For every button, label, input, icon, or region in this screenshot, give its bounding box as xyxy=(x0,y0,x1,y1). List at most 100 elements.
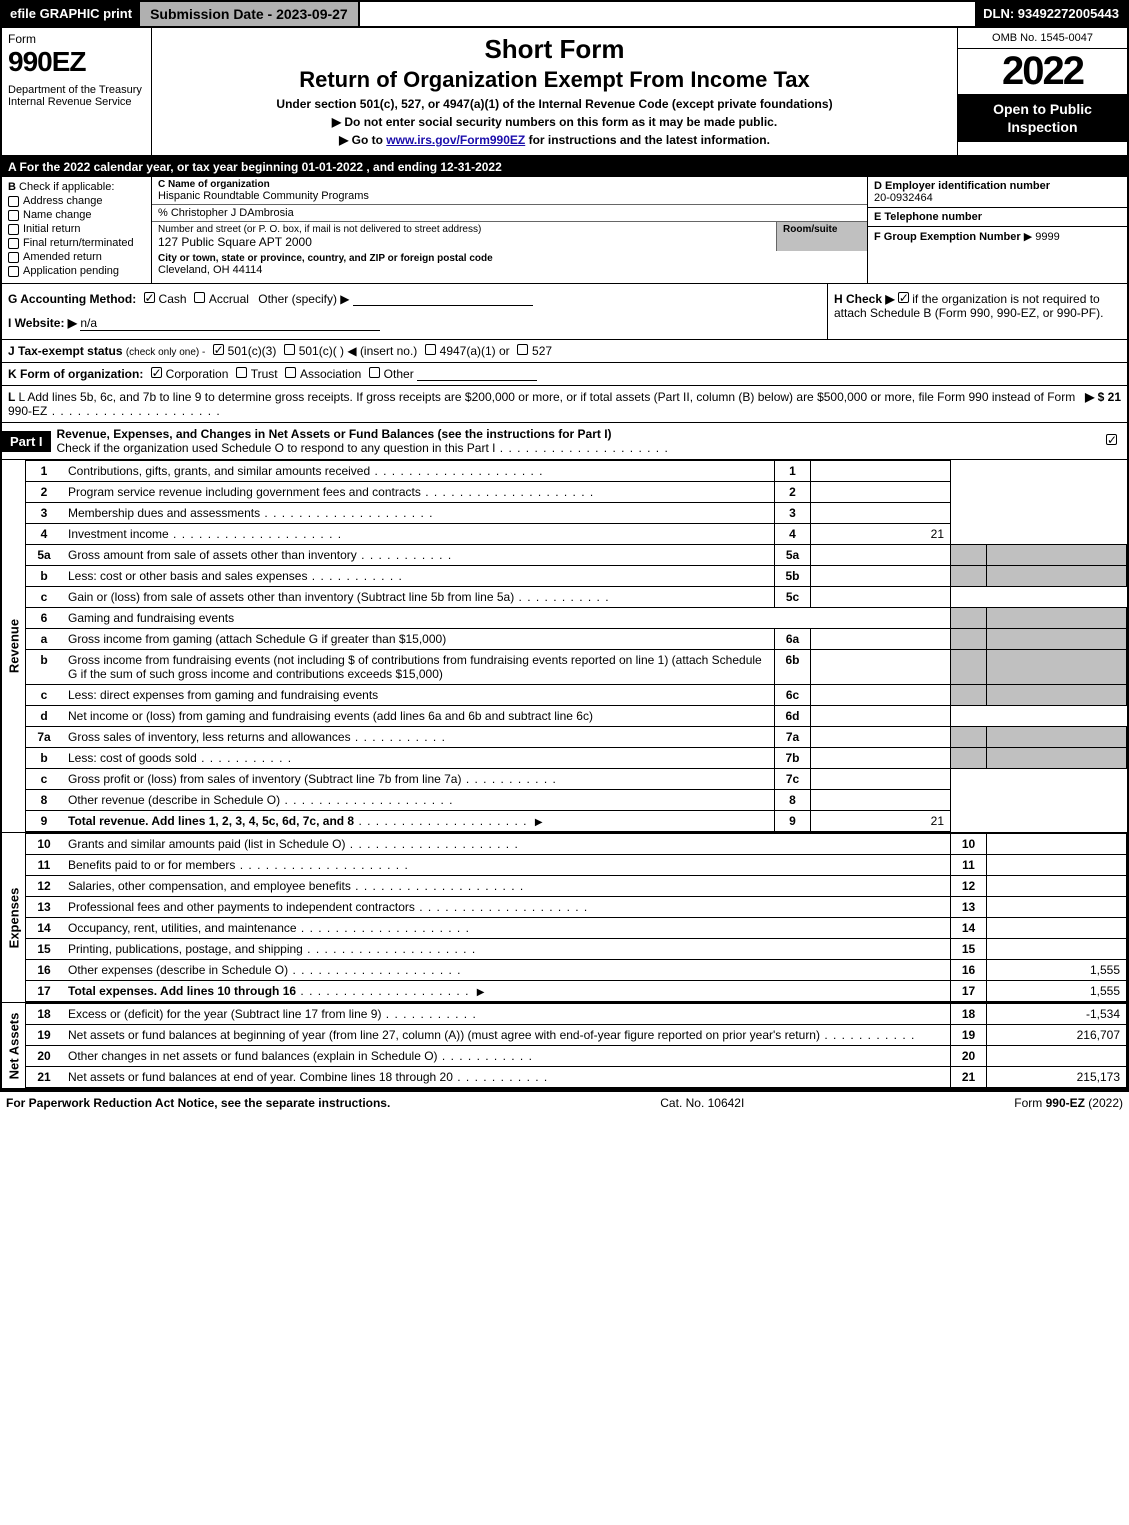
chk-cash[interactable] xyxy=(144,292,155,303)
chk-address-change[interactable]: Address change xyxy=(8,195,145,207)
goto-suffix: for instructions and the latest informat… xyxy=(525,133,770,147)
row-desc: Occupancy, rent, utilities, and maintena… xyxy=(68,921,297,935)
chk-527[interactable] xyxy=(517,344,528,355)
goto-prefix: ▶ Go to xyxy=(339,133,386,147)
chk-initial-return[interactable]: Initial return xyxy=(8,223,145,235)
g-label: G Accounting Method: xyxy=(8,292,136,306)
chk-corp[interactable] xyxy=(151,367,162,378)
opt-501c3: 501(c)(3) xyxy=(228,344,277,358)
row-desc: Gross sales of inventory, less returns a… xyxy=(68,730,351,744)
expenses-table: 10Grants and similar amounts paid (list … xyxy=(26,833,1127,1002)
row-desc: Printing, publications, postage, and shi… xyxy=(68,942,303,956)
d-value: 20-0932464 xyxy=(874,192,1121,204)
chk-name-change[interactable]: Name change xyxy=(8,209,145,221)
arrow-icon xyxy=(531,814,547,828)
line-k: K Form of organization: Corporation Trus… xyxy=(2,363,1127,386)
table-row: 2Program service revenue including gover… xyxy=(26,482,1127,503)
table-row: dNet income or (loss) from gaming and fu… xyxy=(26,706,1127,727)
chk-trust[interactable] xyxy=(236,367,247,378)
row-desc: Contributions, gifts, grants, and simila… xyxy=(68,464,370,478)
chk-other-org[interactable] xyxy=(369,367,380,378)
header-right: OMB No. 1545-0047 2022 Open to Public In… xyxy=(957,28,1127,155)
form-document: efile GRAPHIC print Submission Date - 20… xyxy=(0,0,1129,1092)
street-value: 127 Public Square APT 2000 xyxy=(158,235,770,249)
chk-label: Name change xyxy=(23,209,92,221)
box-h: H Check ▶ if the organization is not req… xyxy=(827,284,1127,339)
chk-final-return[interactable]: Final return/terminated xyxy=(8,237,145,249)
chk-4947[interactable] xyxy=(425,344,436,355)
c-street-row: Number and street (or P. O. box, if mail… xyxy=(152,222,867,251)
footer-center: Cat. No. 10642I xyxy=(660,1096,744,1110)
part1-title-text: Revenue, Expenses, and Changes in Net As… xyxy=(57,427,612,441)
box-d: D Employer identification number 20-0932… xyxy=(868,177,1127,208)
website-value: n/a xyxy=(80,316,380,331)
row-desc: Total expenses. Add lines 10 through 16 xyxy=(68,984,296,998)
row-desc: Other expenses (describe in Schedule O) xyxy=(68,963,288,977)
goto-line: ▶ Go to www.irs.gov/Form990EZ for instru… xyxy=(160,133,949,147)
footer-right: Form 990-EZ (2022) xyxy=(1014,1096,1123,1110)
efile-label: efile GRAPHIC print xyxy=(2,2,140,26)
row-desc: Less: cost or other basis and sales expe… xyxy=(68,569,307,583)
chk-amended[interactable]: Amended return xyxy=(8,251,145,263)
table-row: 1Contributions, gifts, grants, and simil… xyxy=(26,461,1127,482)
chk-accrual[interactable] xyxy=(194,292,205,303)
box-g: G Accounting Method: Cash Accrual Other … xyxy=(2,284,827,339)
row-desc: Benefits paid to or for members xyxy=(68,858,235,872)
chk-label: Address change xyxy=(23,195,103,207)
opt-corp: Corporation xyxy=(166,367,229,381)
revenue-section: Revenue 1Contributions, gifts, grants, a… xyxy=(2,460,1127,833)
box-c: C Name of organization Hispanic Roundtab… xyxy=(152,177,867,283)
part1-subnote: Check if the organization used Schedule … xyxy=(57,441,496,455)
open-public-badge: Open to Public Inspection xyxy=(958,94,1127,142)
box-e: E Telephone number xyxy=(868,208,1127,227)
j-label: J Tax-exempt status xyxy=(8,344,123,358)
table-row: cLess: direct expenses from gaming and f… xyxy=(26,685,1127,706)
omb-number: OMB No. 1545-0047 xyxy=(958,28,1127,49)
chk-part1[interactable] xyxy=(1106,434,1117,445)
table-row: 10Grants and similar amounts paid (list … xyxy=(26,834,1127,855)
row-desc: Program service revenue including govern… xyxy=(68,485,421,499)
f-value: ▶ 9999 xyxy=(1024,231,1060,243)
netassets-table: 18Excess or (deficit) for the year (Subt… xyxy=(26,1003,1127,1088)
opt-4947: 4947(a)(1) or xyxy=(440,344,510,358)
b-caption: Check if applicable: xyxy=(19,181,114,193)
line-l: L L Add lines 5b, 6c, and 7b to line 9 t… xyxy=(2,386,1127,423)
row-desc: Net income or (loss) from gaming and fun… xyxy=(68,709,593,723)
chk-assoc[interactable] xyxy=(285,367,296,378)
netassets-side-label: Net Assets xyxy=(2,1003,26,1088)
chk-label: Application pending xyxy=(23,265,119,277)
line-j: J Tax-exempt status (check only one) - 5… xyxy=(2,340,1127,363)
footer-left: For Paperwork Reduction Act Notice, see … xyxy=(6,1096,390,1110)
checkbox-icon xyxy=(8,210,19,221)
table-row: 21Net assets or fund balances at end of … xyxy=(26,1067,1127,1088)
c-name-cell: C Name of organization Hispanic Roundtab… xyxy=(152,177,867,205)
department-label: Department of the Treasury Internal Reve… xyxy=(8,84,145,108)
h-prefix: H Check ▶ xyxy=(834,292,898,306)
form-word: Form xyxy=(8,32,145,46)
short-form-title: Short Form xyxy=(160,34,949,65)
part1-label: Part I xyxy=(2,431,51,452)
chk-h[interactable] xyxy=(898,292,909,303)
box-f: F Group Exemption Number ▶ 9999 xyxy=(868,227,1127,246)
chk-application-pending[interactable]: Application pending xyxy=(8,265,145,277)
irs-link[interactable]: www.irs.gov/Form990EZ xyxy=(386,133,525,147)
table-row: 15Printing, publications, postage, and s… xyxy=(26,939,1127,960)
row-desc: Membership dues and assessments xyxy=(68,506,260,520)
other-specify-blank xyxy=(353,292,533,306)
no-ssn-note: ▶ Do not enter social security numbers o… xyxy=(160,115,949,129)
chk-501c3[interactable] xyxy=(213,344,224,355)
chk-label: Final return/terminated xyxy=(23,237,134,249)
part1-header-row: Part I Revenue, Expenses, and Changes in… xyxy=(2,423,1127,460)
k-label: K Form of organization: xyxy=(8,367,143,381)
chk-501c[interactable] xyxy=(284,344,295,355)
row-desc: Grants and similar amounts paid (list in… xyxy=(68,837,345,851)
l-amount: ▶ $ 21 xyxy=(1085,390,1121,418)
part1-title: Revenue, Expenses, and Changes in Net As… xyxy=(51,423,1096,459)
table-row: 20Other changes in net assets or fund ba… xyxy=(26,1046,1127,1067)
top-bar: efile GRAPHIC print Submission Date - 20… xyxy=(2,2,1127,28)
table-row: cGain or (loss) from sale of assets othe… xyxy=(26,587,1127,608)
table-row: bLess: cost of goods sold7b xyxy=(26,748,1127,769)
expenses-side-label: Expenses xyxy=(2,833,26,1002)
row-desc: Gross income from gaming (attach Schedul… xyxy=(68,632,446,646)
row-desc: Net assets or fund balances at end of ye… xyxy=(68,1070,453,1084)
